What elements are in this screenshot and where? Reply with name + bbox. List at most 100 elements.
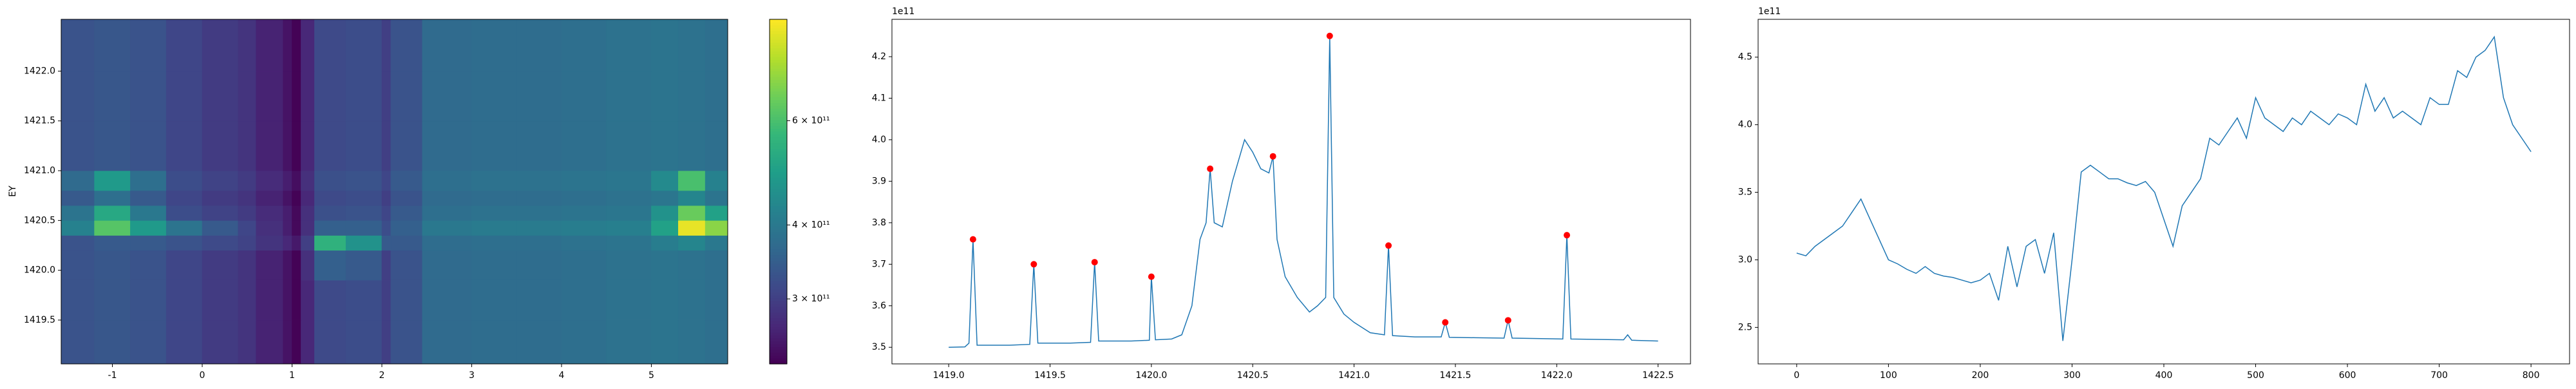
heatmap-cell [94,19,131,71]
colorbar-slice [770,246,787,250]
heatmap-cell [238,220,256,236]
colorbar-slice [770,166,787,169]
y-tick-label: 3.6 [872,301,886,311]
colorbar-slice [770,117,787,120]
heatmap-cell [130,220,167,236]
colorbar-slice [770,234,787,238]
colorbar-slice [770,30,787,34]
heatmap-cell [166,250,203,281]
heatmap-cell [238,19,256,71]
heatmap-cell [202,120,239,171]
colorbar-frame [769,19,788,365]
y-tick-label: 1421.0 [24,166,55,176]
heatmap-cell [345,235,383,251]
heatmap-cell [314,71,346,122]
heatmap-cell [422,220,472,236]
colorbar-slice [770,53,787,57]
heatmap-cell [256,220,283,236]
colorbar-slice [770,298,787,301]
heatmap-cell [301,71,315,122]
heatmap-cell [606,319,652,365]
colorbar-slice [770,240,787,244]
colorbar-slice [770,280,787,284]
colorbar-slice [770,93,787,97]
heatmap-cell [292,280,301,321]
heatmap-cell [238,235,256,251]
heatmap-cell [314,190,346,206]
colorbar-slice [770,97,787,100]
heatmap-cell [471,319,517,365]
axes-frame [61,19,728,365]
heatmap-cell [705,319,728,365]
heatmap-cell [705,120,728,171]
heatmap-cell [471,120,517,171]
colorbar-slice [770,39,787,43]
colorbar-slice [770,237,787,241]
colorbar-slice [770,189,787,193]
heatmap-cell [283,235,292,251]
heatmap-cell [61,205,95,221]
heatmap-cell [422,280,472,321]
heatmap-cell [61,19,95,71]
heatmap-cell [256,190,283,206]
x-tick-label: 800 [2523,370,2540,381]
x-tick-label: 1 [289,370,295,381]
colorbar-slice [770,229,787,232]
colorbar-slice [770,286,787,290]
heatmap-cell [561,71,607,122]
colorbar-slice [770,88,787,92]
y-tick-label: 3.5 [1738,187,1752,198]
heatmap-cell [345,250,383,281]
colorbar-slice [770,122,787,126]
colorbar-slice [770,223,787,227]
colorbar-slice [770,73,787,77]
heatmap-cell [292,220,301,236]
colorbar-slice [770,260,787,264]
heatmap-cell [606,220,652,236]
colorbar-tick-label: 6 × 10¹¹ [792,115,830,126]
heatmap-cell [166,319,203,365]
heatmap-cell [516,319,562,365]
x-tick-label: 1421.5 [1439,370,1471,381]
heatmap-cell [345,19,383,71]
heatmap-cell [283,205,292,221]
heatmap-cell [677,205,706,221]
colorbar-slice [770,321,787,325]
heatmap-cell [283,220,292,236]
heatmap-cell [94,220,131,236]
y-axis-label: EY [8,185,18,197]
colorbar-slice [770,114,787,118]
heatmap-cell [301,220,315,236]
colorbar-slice [770,177,787,181]
x-tick-label: 3 [469,370,475,381]
heatmap-cell [516,19,562,71]
heatmap-cell [166,190,203,206]
y-tick-label: 1420.0 [24,265,55,276]
heatmap-cell [606,19,652,71]
colorbar-slice [770,111,787,115]
colorbar-slice [770,148,787,152]
heatmap-cell [202,190,239,206]
heatmap-cell [238,71,256,122]
heatmap-cell [314,120,346,171]
heatmap-cell [677,71,706,122]
y-tick-label: 4.5 [1738,52,1752,62]
colorbar-slice [770,65,787,69]
heatmap-cell [238,280,256,321]
colorbar-slice [770,266,787,270]
colorbar-slice [770,36,787,40]
x-tick-label: 0 [1794,370,1799,381]
heatmap-cell [677,319,706,365]
peak-marker [1207,166,1214,173]
heatmap-cell [345,71,383,122]
peak-marker [1091,259,1098,266]
colorbar-slice [770,249,787,252]
heatmap-cell [561,190,607,206]
heatmap-cell [292,71,301,122]
heatmap-cell [301,19,315,71]
heatmap-cell [381,19,392,71]
colorbar-slice [770,361,787,365]
heatmap-cell [422,250,472,281]
colorbar-slice [770,171,787,175]
